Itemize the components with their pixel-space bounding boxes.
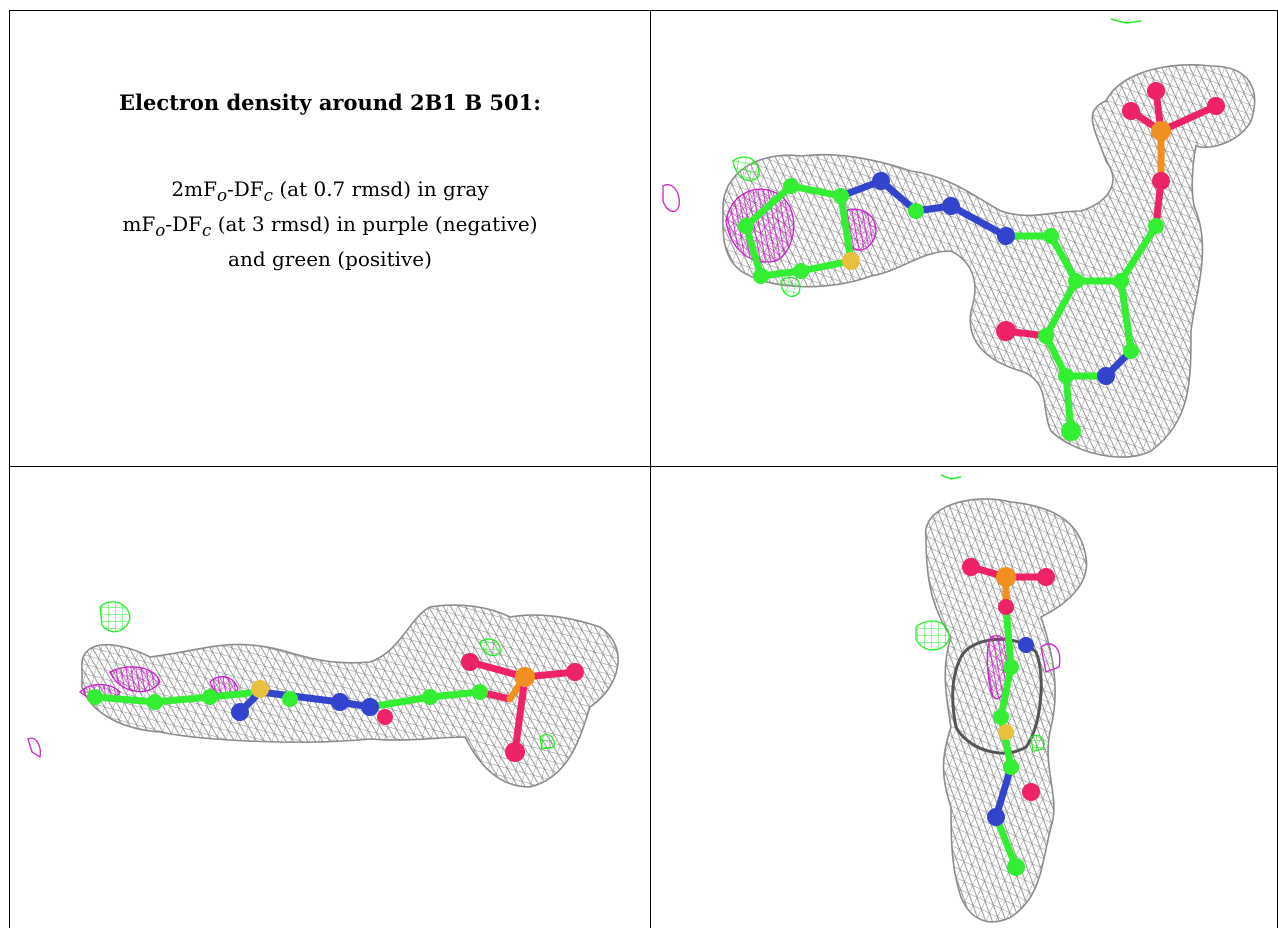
caption-line2-sub1: o <box>155 221 166 240</box>
caption-title: Electron density around 2B1 B 501: <box>119 90 541 115</box>
table-middle-border <box>9 466 1278 467</box>
negative-difference-density <box>662 184 877 263</box>
caption-line1-sub2: c <box>263 186 273 205</box>
caption-line-fofc: mFo-DFc (at 3 rmsd) in purple (negative) <box>10 210 650 245</box>
caption-line1-pre: 2mF <box>171 177 217 201</box>
gray-density-mesh <box>81 604 619 788</box>
ligand-atoms <box>962 558 1055 876</box>
caption-line1-post: (at 0.7 rmsd) in gray <box>273 177 489 201</box>
table-left-border <box>9 10 10 928</box>
density-panel-top-right <box>651 11 1277 466</box>
density-panel-bottom-right <box>651 467 1277 928</box>
positive-difference-density <box>915 474 1045 752</box>
caption-line2-mid: -DF <box>165 212 202 236</box>
caption-line2-post: (at 3 rmsd) in purple (negative) <box>211 212 538 236</box>
table-center-divider <box>650 10 651 928</box>
caption-line-positive: and green (positive) <box>228 247 432 271</box>
ligand-atoms <box>738 82 1225 441</box>
ligand-atoms <box>87 653 584 762</box>
caption-line-2fofc: 2mFo-DFc (at 0.7 rmsd) in gray <box>10 175 650 210</box>
density-panel-bottom-left <box>10 467 650 928</box>
caption-line1-sub1: o <box>216 186 227 205</box>
positive-difference-density <box>732 18 1142 297</box>
caption-line1-mid: -DF <box>226 177 264 201</box>
negative-difference-density <box>27 666 239 759</box>
positive-difference-density <box>99 601 555 750</box>
gray-density-mesh <box>925 498 1088 923</box>
caption-line2-pre: mF <box>122 212 156 236</box>
caption-line2-sub2: c <box>202 221 212 240</box>
table-top-border <box>9 10 1278 11</box>
caption-cell: Electron density around 2B1 B 501: 2mFo-… <box>10 90 650 274</box>
